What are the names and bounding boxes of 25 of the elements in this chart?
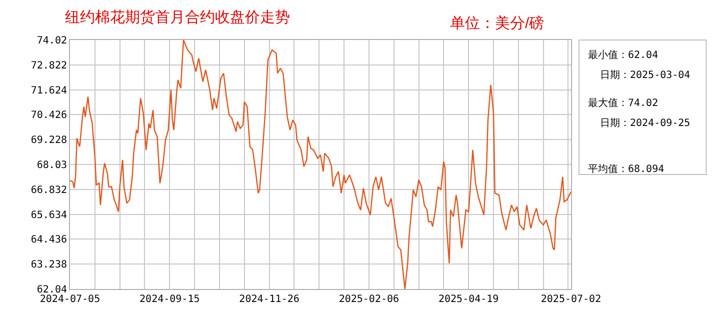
line-series — [70, 40, 571, 289]
y-tick-label: 62.04 — [36, 284, 67, 296]
x-tick-label: 2025-07-02 — [540, 294, 602, 305]
text: 日期：2025-03-04 — [600, 69, 690, 81]
x-tick-label: 2025-02-06 — [338, 294, 400, 305]
text: 最大值：74.02 — [588, 97, 658, 109]
y-tick-label: 68.03 — [36, 160, 67, 171]
text: 日期：2024-09-25 — [600, 117, 690, 129]
x-tick-label: 2024-07-05 — [40, 294, 100, 305]
y-tick-label: 63.238 — [30, 260, 67, 271]
y-tick-label: 64.436 — [30, 234, 67, 246]
chart-title: 纽约棉花期货首月合约收盘价走势 — [64, 9, 290, 26]
y-tick-label: 72.822 — [30, 60, 67, 72]
text: 最小值：62.04 — [588, 49, 658, 61]
x-tick-label: 2024-09-15 — [140, 294, 200, 305]
chart-subtitle: 单位：美分/磅 — [450, 15, 544, 32]
x-tick-label: 2024-11-26 — [239, 294, 300, 305]
y-tick-label: 69.228 — [30, 135, 67, 146]
text: 平均值：68.094 — [588, 163, 664, 175]
y-tick-label: 66.832 — [30, 184, 67, 196]
y-tick-label: 74.02 — [36, 36, 67, 46]
x-tick-label: 2025-04-19 — [438, 294, 499, 305]
y-tick-label: 65.634 — [30, 210, 67, 221]
y-tick-label: 71.624 — [30, 85, 67, 96]
y-tick-label: 70.426 — [30, 110, 67, 122]
